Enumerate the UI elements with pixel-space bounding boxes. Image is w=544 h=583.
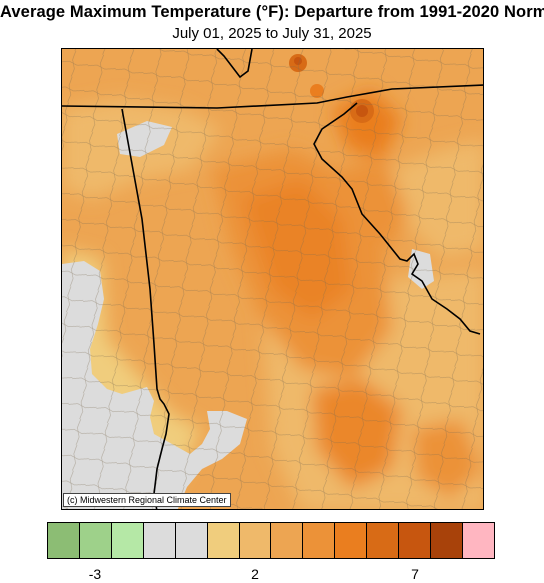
legend-swatch-12	[431, 523, 463, 558]
credit-label: (c) Midwestern Regional Climate Center	[63, 493, 231, 507]
legend-swatch-4	[175, 523, 208, 558]
legend-swatch-3	[143, 523, 176, 558]
legend-tick-label: -3	[88, 566, 102, 582]
legend-swatch-1	[79, 523, 112, 558]
state-borders	[62, 49, 483, 509]
county-lines	[62, 49, 483, 509]
legend-swatch-0	[48, 523, 80, 558]
legend-swatch-5	[207, 523, 240, 558]
map-canvas	[62, 49, 483, 509]
legend-tick-label: 7	[411, 566, 419, 582]
legend-swatch-2	[111, 523, 144, 558]
map-title: Average Maximum Temperature (°F): Depart…	[0, 3, 544, 21]
map-subtitle: July 01, 2025 to July 31, 2025	[172, 25, 372, 42]
legend-swatch-13	[462, 523, 494, 558]
color-legend	[47, 522, 495, 559]
legend-tick-label: 2	[251, 566, 259, 582]
temperature-departure-map: (c) Midwestern Regional Climate Center	[61, 48, 484, 510]
legend-swatch-9	[335, 523, 368, 558]
legend-swatch-11	[399, 523, 432, 558]
legend-swatch-7	[271, 523, 304, 558]
legend-swatch-6	[239, 523, 272, 558]
legend-swatch-10	[367, 523, 400, 558]
legend-swatch-8	[303, 523, 336, 558]
